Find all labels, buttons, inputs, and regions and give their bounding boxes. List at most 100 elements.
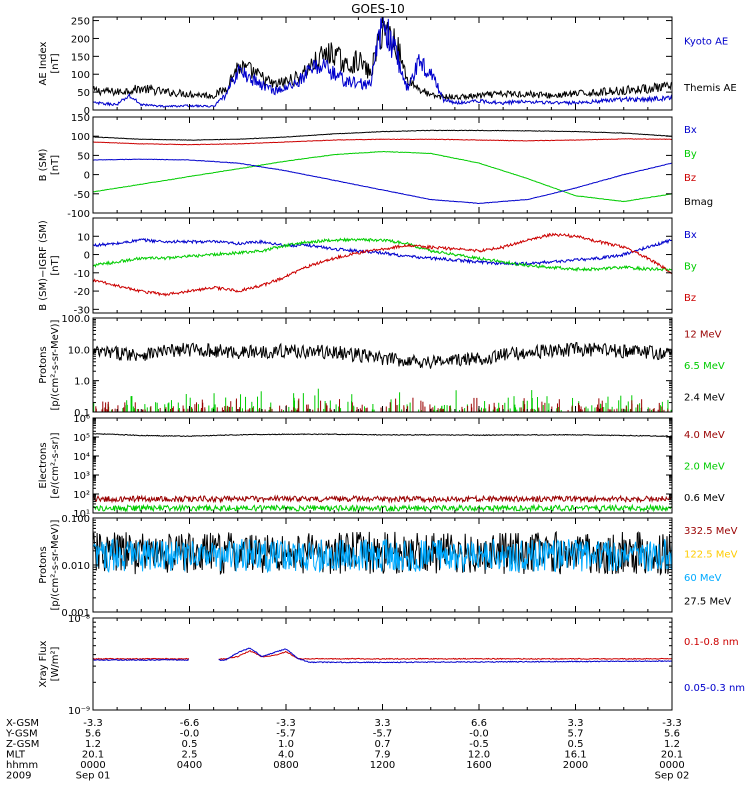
legend-entry: 0.1-0.8 nm [684,637,739,648]
legend-entry: 332.5 MeV [684,526,738,537]
ephemeris-value: 6.6 [471,718,487,729]
ephemeris-value: 2000 [563,760,588,771]
series-line-themis-ae [93,20,672,102]
panel-frame [92,217,673,314]
legend-entry: Bz [684,173,696,184]
series-line-by [93,151,672,203]
series-line-0.05-0.3-nm [93,647,672,664]
legend-entry: 12 MeV [684,330,722,341]
y-tick-label: -50 [74,190,90,201]
series-line-60-mev [93,538,672,574]
y-axis-label: B (SM) [38,148,49,181]
y-axis-label: [W/m²] [50,646,61,681]
y-tick-label: 0.001 [61,608,90,619]
ephemeris-value: 0.5 [568,739,584,750]
panel-data-xray-flux [93,647,672,664]
ephemeris-value: 3.3 [375,718,391,729]
y-axis-label: Protons [38,546,49,583]
y-tick-label: 10⁵ [73,433,90,444]
legend-entry: By [684,262,697,273]
ephemeris-value: 5.6 [85,729,101,740]
y-axis-label: B (SM)−IGRF (SM) [38,220,49,311]
panel-protons-high: 0.001 0.010 0.100 Protons [p/(cm²-s-sr-MeV)]… [38,514,738,619]
ephemeris-value: 1.2 [664,739,680,750]
y-tick-label: 50 [77,151,90,162]
ephemeris-value: 1200 [370,760,395,771]
legend-entry: Bx [684,125,697,136]
ephemeris-value: -0.0 [469,729,489,740]
ephemeris-value: 1.2 [85,739,101,750]
series-line-27.5-mev [93,530,672,576]
series-line-by [93,237,672,273]
series-line-bz [93,138,672,146]
y-tick-label: 100.0 [61,314,90,325]
panel-data-electrons [93,432,672,513]
series-line-bz [93,232,672,297]
ephemeris-value: Sep 01 [76,771,111,782]
y-tick-label: 1.0 [74,377,90,388]
y-tick-label: 0 [84,171,90,182]
ephemeris-value: 0.5 [182,739,198,750]
y-axis-label: [e/(cm²-s-sr)] [50,432,61,498]
legend-entry: 27.5 MeV [684,596,731,607]
y-tick-label: -10 [74,269,90,280]
ephemeris-value: -6.6 [180,718,200,729]
legend-entry: Kyoto AE [684,36,728,47]
ephemeris-value: -5.7 [276,729,296,740]
ephemeris-value: 20.1 [661,750,683,761]
y-tick-label: 10¹ [73,509,90,520]
y-axis-label: [p/(cm²-s-sr-MeV)] [50,519,61,610]
y-tick-label: 0 [84,106,90,117]
y-axis-label: [p/(cm²-s-sr-MeV)] [50,319,61,410]
y-tick-label: 0.1 [74,408,90,419]
y-axis-label: [nT] [50,53,61,73]
ephemeris-row-label: hhmm [6,760,38,771]
y-tick-label: 200 [71,34,90,45]
panel-data-b-minus-igrf [93,232,672,297]
ephemeris-value: 5.7 [568,729,584,740]
ephemeris-value: -3.3 [276,718,296,729]
y-tick-label: 150 [71,113,90,124]
y-axis-label: [nT] [50,255,61,275]
chart-title: GOES-10 [351,2,405,16]
ephemeris-value: -0.5 [469,739,489,750]
panel-electrons: 10¹ 10² 10³ 10⁴ 10⁵ 10⁶ Electrons [e/(cm²-s-sr)… [38,414,725,520]
ephemeris-value: 7.9 [375,750,391,761]
ephemeris-row-label: 2009 [6,771,31,782]
y-tick-label: 10⁴ [73,452,90,463]
y-tick-label: 10.0 [68,345,90,356]
panel-xray-flux: 10⁻⁹ 10⁻⁸ Xray Flux [W/m²] 0.1-0.8 nm 0.05-0.… [38,614,745,717]
panel-data-protons-low [93,341,672,412]
y-axis-label: Xray Flux [38,640,49,687]
ephemeris-value: 3.3 [568,718,584,729]
y-tick-label: 100 [71,132,90,143]
ephemeris-value: -3.3 [662,718,682,729]
series-line-0.6-mev [93,432,672,438]
y-axis-label: Electrons [38,442,49,488]
ephemeris-value: 0.7 [375,739,391,750]
ephemeris-value: 1.0 [278,739,294,750]
panel-frame [92,617,673,711]
y-tick-label: 10⁶ [73,414,90,425]
y-axis-label: [nT] [50,155,61,175]
y-tick-label: 10⁻⁸ [68,614,90,625]
series-line-0.1-0.8-nm [93,650,672,661]
series-6.5-mev [93,388,672,412]
series-line-bx [93,158,672,204]
ephemeris-value: 16.1 [564,750,586,761]
y-tick-label: 10² [73,490,90,501]
legend-entry: 4.0 MeV [684,430,725,441]
y-tick-label: -30 [74,305,90,316]
legend-entry: 0.6 MeV [684,493,725,504]
y-tick-label: 10³ [73,471,90,482]
ephemeris-value: 0000 [80,760,105,771]
legend-entry: 2.0 MeV [684,462,725,473]
ephemeris-row-label: X-GSM [6,718,39,729]
ephemeris-value: 0000 [659,760,684,771]
legend-entry: By [684,149,697,160]
ephemeris-table: X-GSMY-GSMZ-GSMMLThhmm2009-3.35.61.220.1… [5,718,689,782]
ephemeris-value: 0800 [273,760,298,771]
series-12-mev [95,397,669,412]
y-tick-label: -100 [67,209,90,220]
y-tick-label: 10 [77,232,90,243]
